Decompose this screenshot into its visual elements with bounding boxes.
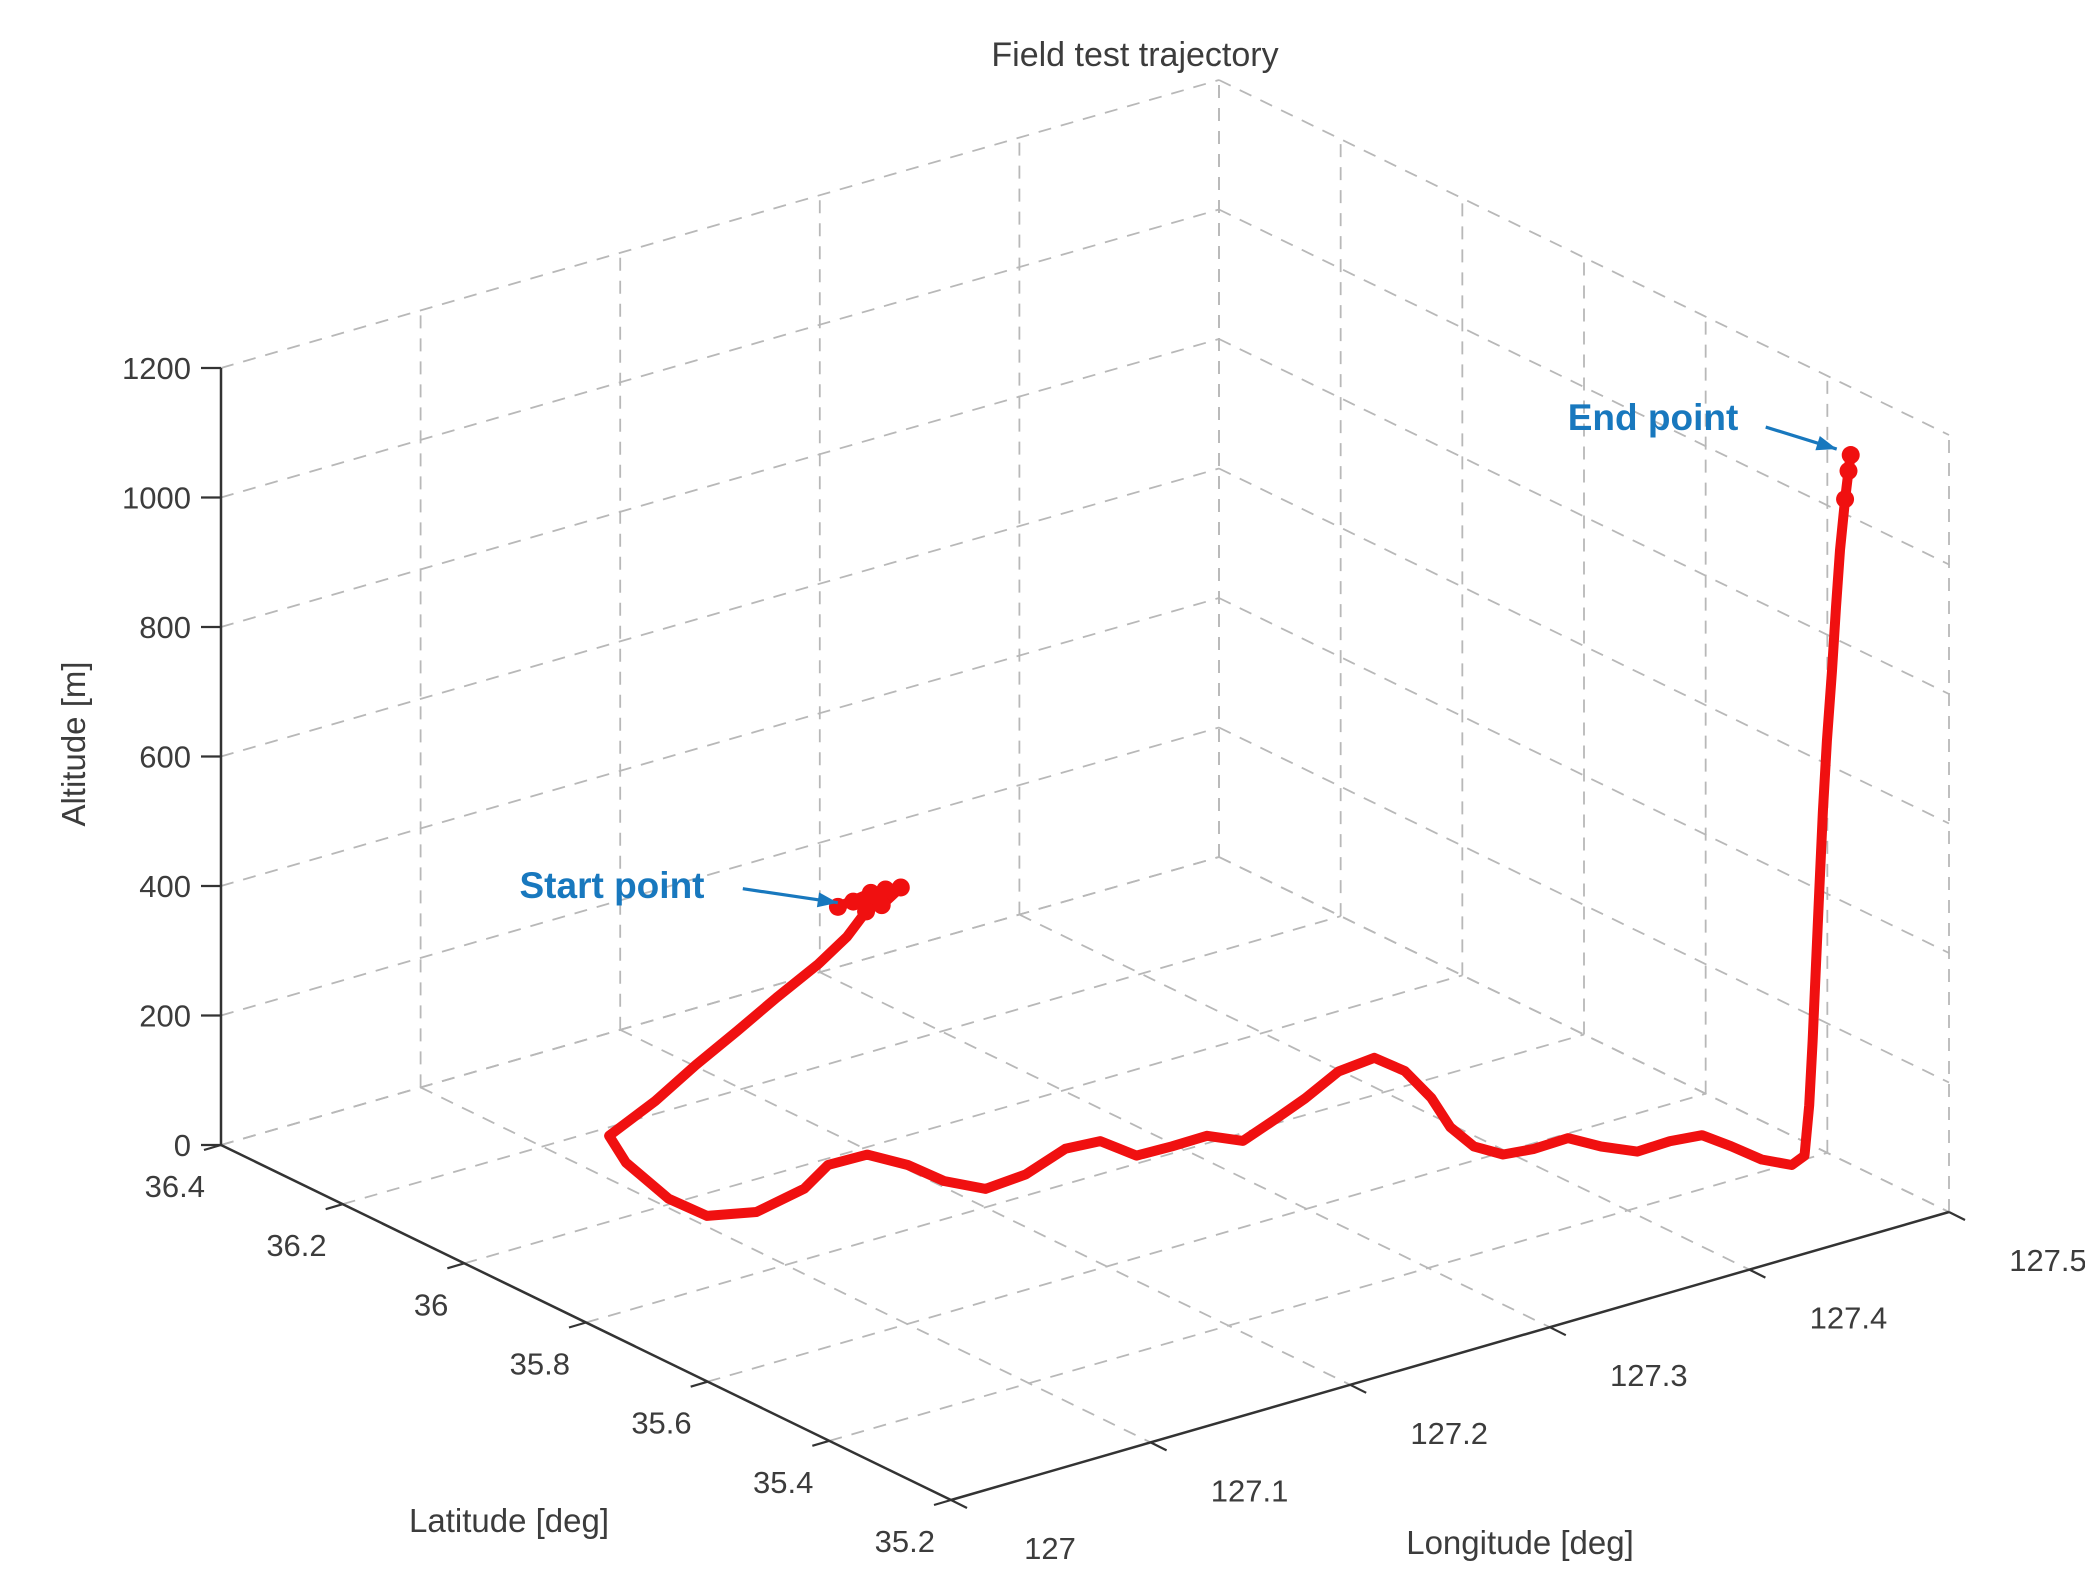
chart-title: Field test trajectory xyxy=(991,36,1279,74)
floor-grid xyxy=(220,856,1950,1501)
z-tick-label: 1200 xyxy=(122,351,191,386)
x-tick-label: 127 xyxy=(1024,1531,1076,1566)
y-tick-label: 35.6 xyxy=(631,1406,691,1441)
y-tick-label: 35.8 xyxy=(510,1347,570,1382)
x-tick-label: 127.3 xyxy=(1610,1358,1688,1393)
z-tick-label: 800 xyxy=(139,610,191,645)
z-tick-label: 400 xyxy=(139,869,191,904)
y-axis-label: Latitude [deg] xyxy=(409,1502,609,1539)
y-tick-label: 35.2 xyxy=(875,1524,935,1559)
y-tick-label: 36.2 xyxy=(266,1228,326,1263)
y-tick-label: 36 xyxy=(414,1287,448,1322)
x-tick-label: 127.1 xyxy=(1211,1473,1289,1508)
trajectory-path xyxy=(604,450,1856,1221)
annotation-arrowhead xyxy=(816,892,838,908)
tick-labels: 0 200 400 600 800 1000 1200 36.4 36.2 36 35.8 35.6 3… xyxy=(122,351,2085,1566)
x-tick-label: 127.2 xyxy=(1410,1416,1488,1451)
z-tick-label: 1000 xyxy=(122,481,191,516)
annotation-arrowhead xyxy=(1815,436,1837,451)
right-wall-grid xyxy=(1218,79,1950,1213)
tick-marks xyxy=(201,366,1966,1509)
x-axis-label: Longitude [deg] xyxy=(1406,1524,1634,1561)
x-tick-label: 127.5 xyxy=(2009,1243,2085,1278)
end-point-annotation: End point xyxy=(1567,397,1739,438)
z-tick-label: 600 xyxy=(139,740,191,775)
start-point-annotation: Start point xyxy=(519,865,705,906)
x-tick-label: 127.4 xyxy=(1810,1301,1888,1336)
annotation-arrows xyxy=(742,425,1838,908)
z-tick-label: 0 xyxy=(174,1128,191,1163)
z-tick-label: 200 xyxy=(139,999,191,1034)
y-tick-label: 35.4 xyxy=(753,1465,813,1500)
z-axis-label: Altitude [m] xyxy=(55,661,92,827)
back-wall-grid xyxy=(220,79,1220,1146)
trajectory-series xyxy=(604,446,1860,1221)
y-tick-label: 36.4 xyxy=(145,1169,205,1204)
axis-lines xyxy=(219,368,1950,1502)
